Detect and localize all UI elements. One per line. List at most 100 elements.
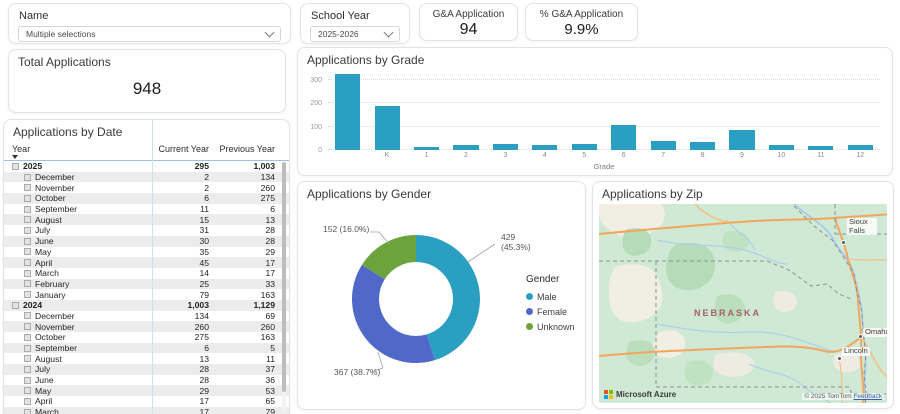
table-row[interactable]: September 11 6 xyxy=(4,204,289,215)
current-year-value: 17 xyxy=(199,407,209,414)
column-header-current-year[interactable]: Current Year xyxy=(158,144,209,154)
expand-toggle-icon[interactable] xyxy=(24,226,31,234)
donut-slice-female[interactable] xyxy=(352,264,435,363)
bar-grade-4[interactable] xyxy=(532,144,558,150)
table-row[interactable]: May 35 29 xyxy=(4,247,289,258)
row-label: December xyxy=(35,310,75,321)
expand-toggle-icon[interactable] xyxy=(24,237,31,245)
map-provider-attribution: Microsoft Azure xyxy=(604,390,676,399)
row-label: September xyxy=(35,343,78,354)
row-label: November xyxy=(35,321,75,332)
table-scrollbar xyxy=(282,162,286,412)
legend-item-unknown[interactable]: Unknown xyxy=(526,319,575,334)
table-row[interactable]: March 17 79 xyxy=(4,406,289,414)
pct-ga-application-value: 9.9% xyxy=(564,21,599,38)
name-slicer-dropdown[interactable]: Multiple selections xyxy=(18,26,281,42)
donut-slice-male[interactable] xyxy=(416,235,480,361)
expand-toggle-icon[interactable] xyxy=(24,333,31,341)
table-row[interactable]: May 29 53 xyxy=(4,385,289,397)
expand-toggle-icon[interactable] xyxy=(24,397,31,405)
bar-grade-9[interactable] xyxy=(729,130,755,150)
expand-toggle-icon[interactable] xyxy=(24,408,31,414)
column-header-previous-year[interactable]: Previous Year xyxy=(219,144,275,154)
expand-toggle-icon[interactable] xyxy=(24,205,31,213)
expand-toggle-icon[interactable] xyxy=(24,259,31,267)
donut-callout-unknown: 152 (16.0%) xyxy=(323,224,370,234)
city-marker-omaha xyxy=(858,334,863,339)
expand-toggle-icon[interactable] xyxy=(24,291,31,299)
table-row[interactable]: November 2 260 xyxy=(4,182,289,193)
bar-grade-8[interactable] xyxy=(689,142,716,150)
table-row[interactable]: January 79 163 xyxy=(4,289,289,300)
bar-grade-11[interactable] xyxy=(808,146,834,150)
current-year-value: 134 xyxy=(194,310,209,321)
expand-toggle-icon[interactable] xyxy=(12,301,19,309)
previous-year-value: 260 xyxy=(260,182,275,193)
expand-toggle-icon[interactable] xyxy=(24,184,31,192)
bar-grade-1[interactable] xyxy=(413,146,440,150)
bar-grade-blank[interactable] xyxy=(335,74,361,150)
legend-item-female[interactable]: Female xyxy=(526,304,575,319)
table-row[interactable]: December 2 134 xyxy=(4,171,289,183)
expand-toggle-icon[interactable] xyxy=(24,355,31,363)
previous-year-value: 28 xyxy=(265,225,275,236)
school-year-slicer-dropdown[interactable]: 2025-2026 xyxy=(310,26,400,42)
column-header-year[interactable]: Year xyxy=(12,144,157,159)
bar-grade-10[interactable] xyxy=(768,145,795,150)
ga-application-card: G&A Application 94 xyxy=(419,3,518,41)
previous-year-value: 134 xyxy=(260,172,275,183)
table-row[interactable]: July 31 28 xyxy=(4,225,289,236)
table-row[interactable]: June 30 28 xyxy=(4,235,289,247)
bar-grade-12[interactable] xyxy=(847,145,873,150)
expand-toggle-icon[interactable] xyxy=(24,365,31,373)
table-row[interactable]: June 28 36 xyxy=(4,375,289,386)
bar-grade-5[interactable] xyxy=(571,143,597,150)
bar-grade-3[interactable] xyxy=(492,144,519,150)
table-row[interactable]: October 275 163 xyxy=(4,332,289,343)
table-row[interactable]: 2024 1,003 1,129 xyxy=(4,299,289,311)
expand-toggle-icon[interactable] xyxy=(24,248,31,256)
table-row[interactable]: 2025 295 1,003 xyxy=(4,161,289,172)
table-row[interactable]: February 25 33 xyxy=(4,278,289,290)
legend-item-male[interactable]: Male xyxy=(526,289,575,304)
x-axis-tick-label: 11 xyxy=(817,152,825,159)
table-row[interactable]: August 13 11 xyxy=(4,353,289,364)
bar-grade-K[interactable] xyxy=(374,105,400,150)
table-row[interactable]: April 45 17 xyxy=(4,257,289,268)
legend-title: Gender xyxy=(526,274,560,285)
feedback-link[interactable]: Feedback xyxy=(853,393,882,400)
expand-toggle-icon[interactable] xyxy=(24,323,31,331)
applications-by-zip-card: Applications by Zip xyxy=(592,181,894,409)
bar-grade-2[interactable] xyxy=(453,145,479,150)
previous-year-value: 163 xyxy=(260,332,275,343)
table-row[interactable]: July 28 37 xyxy=(4,364,289,375)
expand-toggle-icon[interactable] xyxy=(12,162,19,170)
expand-toggle-icon[interactable] xyxy=(24,312,31,320)
table-row[interactable]: December 134 69 xyxy=(4,311,289,322)
bar-grade-7[interactable] xyxy=(650,140,676,150)
table-row[interactable]: October 6 275 xyxy=(4,193,289,204)
table-scrollbar-thumb[interactable] xyxy=(282,162,286,392)
expand-toggle-icon[interactable] xyxy=(24,194,31,202)
row-label: March xyxy=(35,407,59,414)
expand-toggle-icon[interactable] xyxy=(24,173,31,181)
bar-grade-6[interactable] xyxy=(611,125,637,150)
table-row[interactable]: November 260 260 xyxy=(4,321,289,332)
map-canvas[interactable] xyxy=(599,204,887,403)
expand-toggle-icon[interactable] xyxy=(24,216,31,224)
expand-toggle-icon[interactable] xyxy=(24,376,31,384)
expand-toggle-icon[interactable] xyxy=(24,269,31,277)
x-axis-tick-label: 2 xyxy=(464,152,468,159)
legend-label: Unknown xyxy=(537,321,575,332)
table-row[interactable]: September 6 5 xyxy=(4,342,289,354)
table-row[interactable]: August 15 13 xyxy=(4,214,289,226)
date-table-title: Applications by Date xyxy=(13,125,123,139)
expand-toggle-icon[interactable] xyxy=(24,387,31,395)
table-row[interactable]: March 14 17 xyxy=(4,268,289,279)
table-row[interactable]: April 17 65 xyxy=(4,396,289,407)
expand-toggle-icon[interactable] xyxy=(24,344,31,352)
zip-map-title: Applications by Zip xyxy=(602,187,703,201)
expand-toggle-icon[interactable] xyxy=(24,280,31,288)
name-slicer-label: Name xyxy=(19,10,49,22)
donut-slice-unknown[interactable] xyxy=(361,235,416,280)
